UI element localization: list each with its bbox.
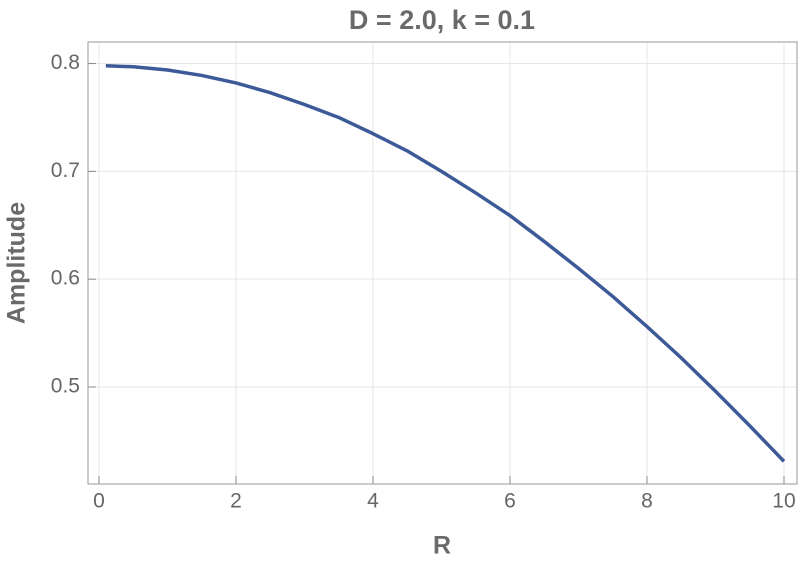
y-axis-title: Amplitude <box>3 202 31 324</box>
x-tick-label: 4 <box>367 490 379 513</box>
y-tick-label: 0.6 <box>51 267 80 290</box>
x-tick-label: 10 <box>772 490 795 513</box>
x-tick-label: 0 <box>93 490 105 513</box>
x-tick-label: 8 <box>641 490 653 513</box>
y-tick-label: 0.8 <box>51 51 80 74</box>
chart-title: D = 2.0, k = 0.1 <box>349 5 535 35</box>
plot-frame <box>87 41 798 485</box>
data-line <box>105 63 786 463</box>
x-axis-title: R <box>433 532 451 560</box>
y-tick-label: 0.7 <box>51 159 80 182</box>
x-tick-label: 6 <box>504 490 516 513</box>
y-tick-label: 0.5 <box>51 375 80 398</box>
x-tick-label: 2 <box>230 490 242 513</box>
